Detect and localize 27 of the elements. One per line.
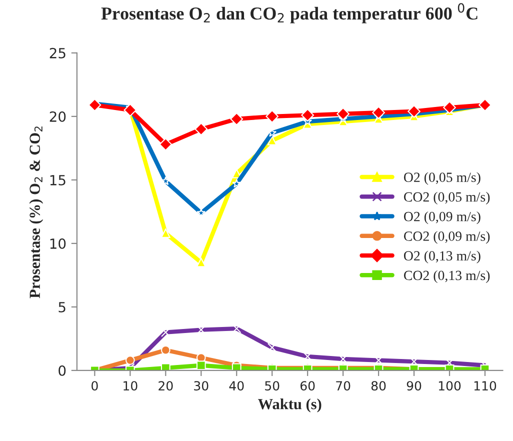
- x-tick-label: 90: [406, 381, 422, 391]
- legend-label: O2 (0,09 m/s): [404, 211, 480, 224]
- x-tick-label: 100: [438, 381, 461, 391]
- x-tick-label: 30: [194, 381, 208, 391]
- x-tick-label: 110: [474, 381, 496, 391]
- x-axis-title: Waktu (s): [258, 398, 322, 412]
- y-tick-label: 5: [58, 302, 66, 312]
- y-tick-label: 25: [50, 48, 66, 58]
- y-tick-label: 15: [50, 175, 66, 186]
- x-tick-label: 50: [265, 381, 280, 391]
- x-tick-label: 0: [92, 381, 98, 391]
- x-tick-label: 40: [229, 381, 244, 391]
- legend-label: O2 (0,13 m/s): [404, 250, 480, 264]
- legend-label: CO2 (0,09 m/s): [404, 231, 490, 244]
- x-tick-label: 80: [371, 381, 386, 391]
- y-tick-label: 0: [58, 365, 66, 376]
- legend-label: CO2 (0,05 m/s): [404, 192, 490, 204]
- legend-label: O2 (0,05 m/s): [404, 172, 480, 185]
- legend-label: CO2 (0,13 m/s): [404, 270, 490, 283]
- y-axis-title: Prosentase (%) O$_{2}$ & CO$_{2}$: [29, 126, 44, 298]
- x-tick-label: 70: [336, 381, 350, 391]
- y-tick-label: 20: [50, 111, 66, 122]
- x-tick-label: 10: [124, 381, 138, 391]
- y-tick-label: 10: [50, 238, 66, 249]
- x-tick-label: 60: [300, 381, 315, 391]
- chart-title: Prosentase O$_{2}$ dan CO$_{2}$ pada temperatur 600 $^{0}$C: [101, 3, 478, 24]
- x-tick-label: 20: [158, 381, 173, 391]
